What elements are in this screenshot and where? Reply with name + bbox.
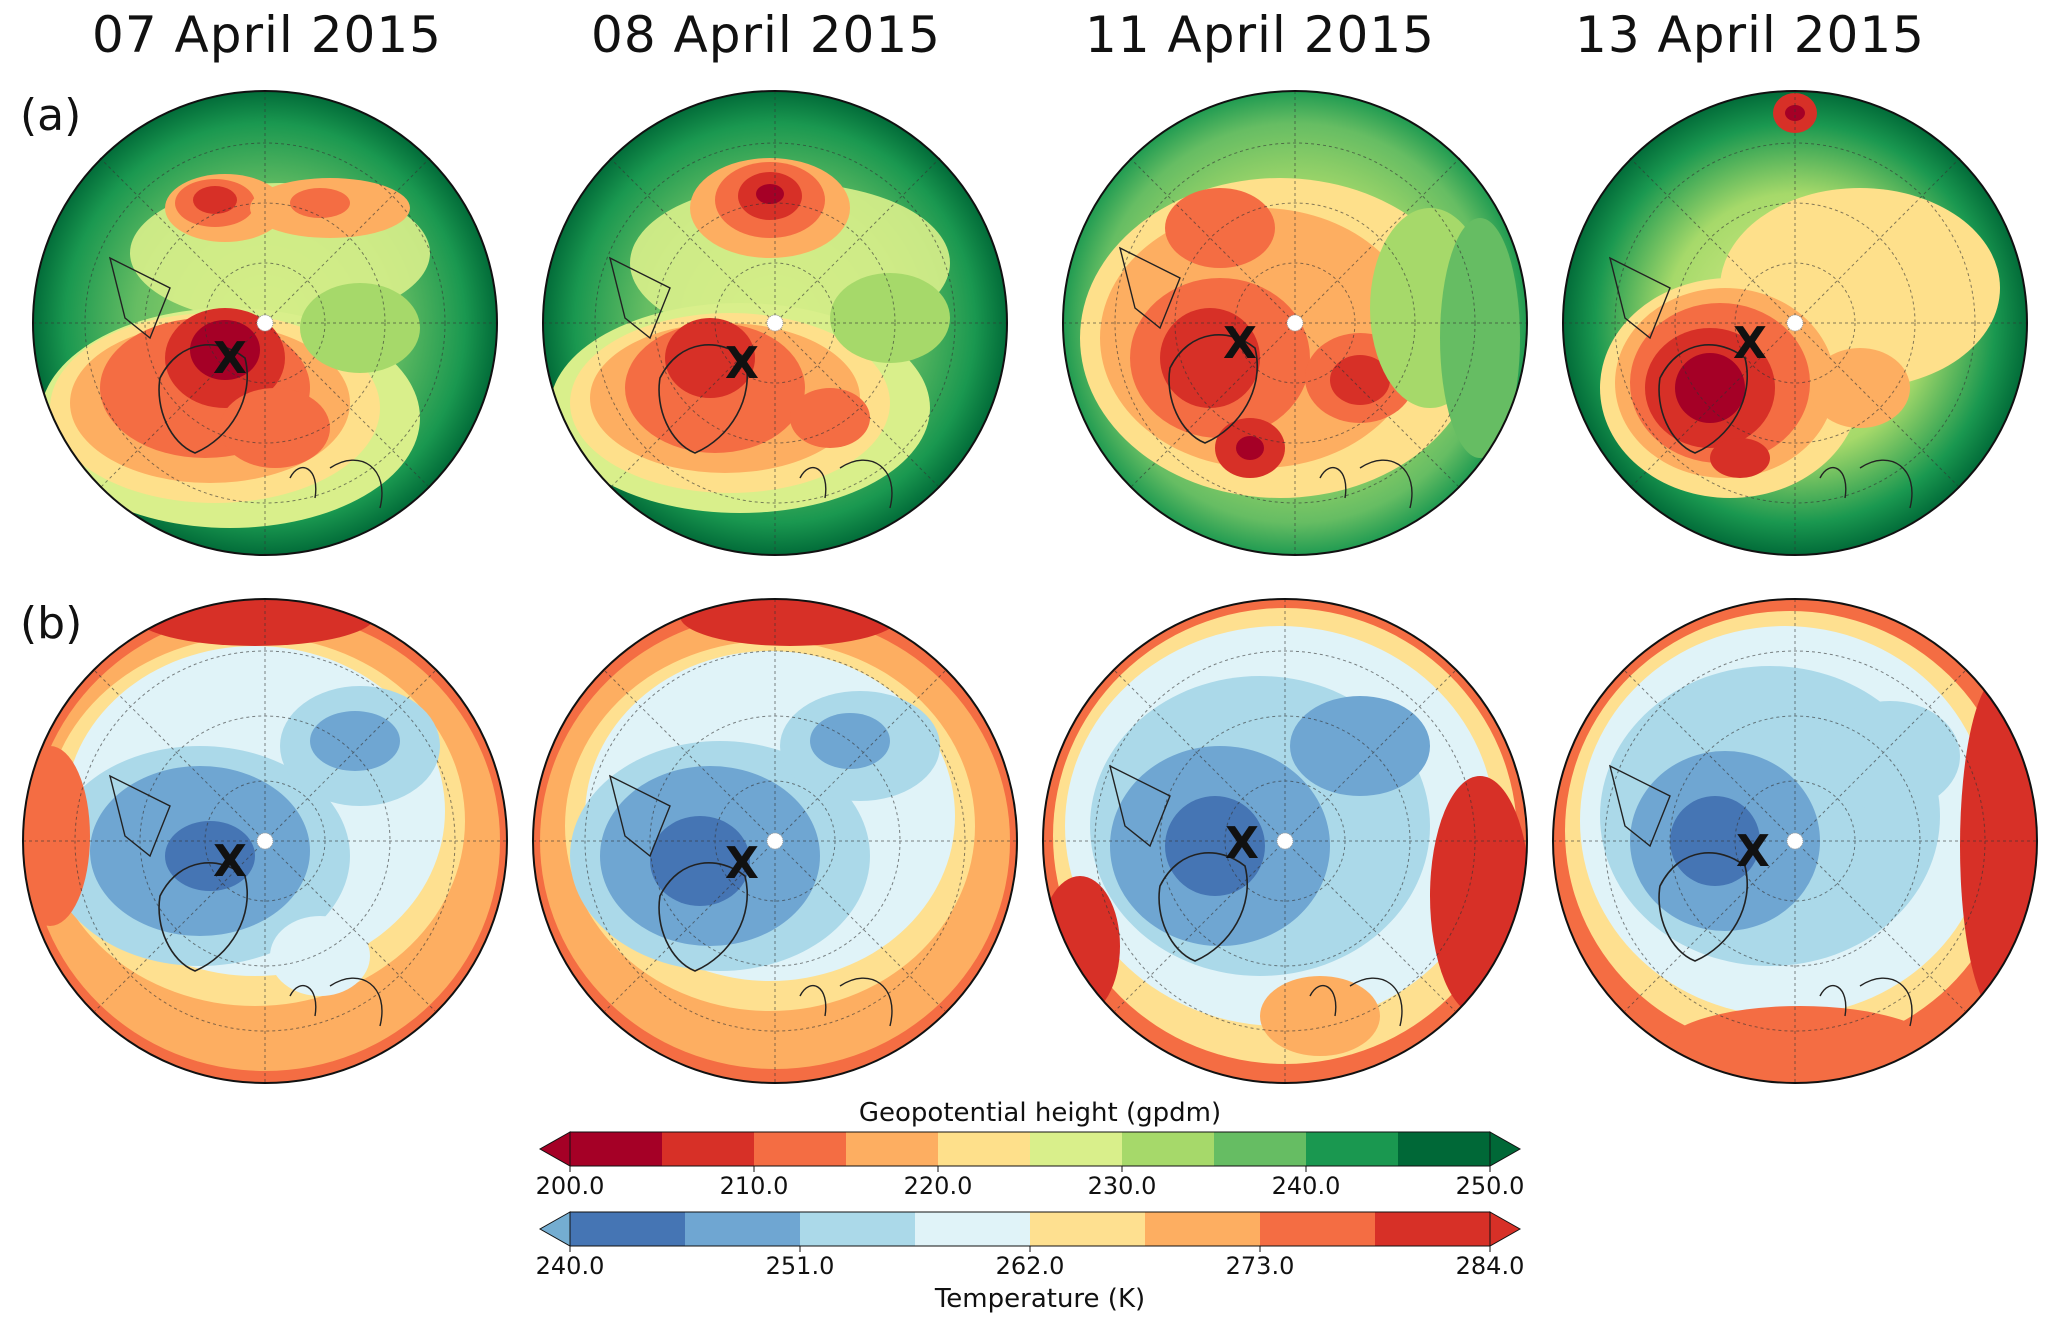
colorbar-temp-segment [1375, 1212, 1491, 1246]
colorbar-gph-tick-label: 200.0 [535, 1172, 605, 1200]
colorbar-temp-segment [570, 1212, 686, 1246]
colorbar-gph-segment [1030, 1132, 1123, 1166]
map-a-08-april: X [542, 90, 1008, 556]
marker-x: X [1733, 318, 1767, 369]
colorbar-gph-segment [846, 1132, 939, 1166]
colorbar-gph-tick-label: 220.0 [903, 1172, 973, 1200]
map-b-11-april: X [1042, 598, 1528, 1084]
panel-date-3: 11 April 2015 [1085, 6, 1435, 64]
colorbar-temp-tick-label: 251.0 [765, 1252, 835, 1280]
map-b-08-april: X [532, 598, 1018, 1084]
colorbar-gph-min-arrow [538, 1131, 571, 1167]
colorbar-gph-title: Geopotential height (gpdm) [858, 1098, 1222, 1128]
colorbar-gph-max-arrow [1489, 1131, 1522, 1167]
map-b-07-april: X [22, 598, 508, 1084]
colorbar-temp-segment [685, 1212, 801, 1246]
colorbar-temp-segment [1145, 1212, 1261, 1246]
map-a-07-april: X [32, 90, 498, 556]
colorbar-temp-tick-label: 284.0 [1455, 1252, 1525, 1280]
marker-x: X [1223, 318, 1257, 369]
marker-x: X [725, 338, 759, 389]
row-label-b: (b) [20, 598, 83, 649]
colorbar-temp-segment [1030, 1212, 1146, 1246]
colorbar-gph-segment [1398, 1132, 1491, 1166]
colorbar-gph-segment [1306, 1132, 1399, 1166]
colorbar-temp-title: Temperature (K) [934, 1284, 1146, 1314]
colorbar-temp-tick-label: 240.0 [535, 1252, 605, 1280]
colorbar-gph-segment [1122, 1132, 1215, 1166]
colorbar-gph-segment [662, 1132, 755, 1166]
map-b-13-april: X [1552, 598, 2038, 1084]
colorbar-gph-tick-label: 210.0 [719, 1172, 789, 1200]
colorbar-temp-segment [915, 1212, 1031, 1246]
colorbar-temp-border [569, 1211, 1491, 1247]
marker-x: X [725, 838, 759, 889]
colorbar-gph-segment [754, 1132, 847, 1166]
colorbar-gph-tick-label: 250.0 [1455, 1172, 1525, 1200]
row-label-a: (a) [20, 90, 82, 141]
colorbar-gph-border [569, 1131, 1491, 1167]
map-a-11-april: X [1062, 90, 1528, 556]
colorbar-gph-tick-label: 240.0 [1271, 1172, 1341, 1200]
map-a-13-april: X [1562, 90, 2028, 556]
colorbar-temp-max-arrow [1489, 1211, 1522, 1247]
colorbar-gph-segment [570, 1132, 663, 1166]
colorbar-temp-tick-label: 262.0 [995, 1252, 1065, 1280]
colorbar-temp-min-arrow [538, 1211, 571, 1247]
marker-x: X [1225, 818, 1259, 869]
marker-x: X [1736, 826, 1770, 877]
panel-date-1: 07 April 2015 [92, 6, 442, 64]
marker-x: X [213, 836, 247, 887]
colorbar-temp-segment [1260, 1212, 1376, 1246]
panel-date-2: 08 April 2015 [591, 6, 941, 64]
colorbar-temp-tick-label: 273.0 [1225, 1252, 1295, 1280]
colorbar-gph-segment [938, 1132, 1031, 1166]
colorbar-temp-segment [800, 1212, 916, 1246]
colorbar-gph-segment [1214, 1132, 1307, 1166]
marker-x: X [213, 333, 247, 384]
colorbar-gph-tick-label: 230.0 [1087, 1172, 1157, 1200]
panel-date-4: 13 April 2015 [1575, 6, 1925, 64]
